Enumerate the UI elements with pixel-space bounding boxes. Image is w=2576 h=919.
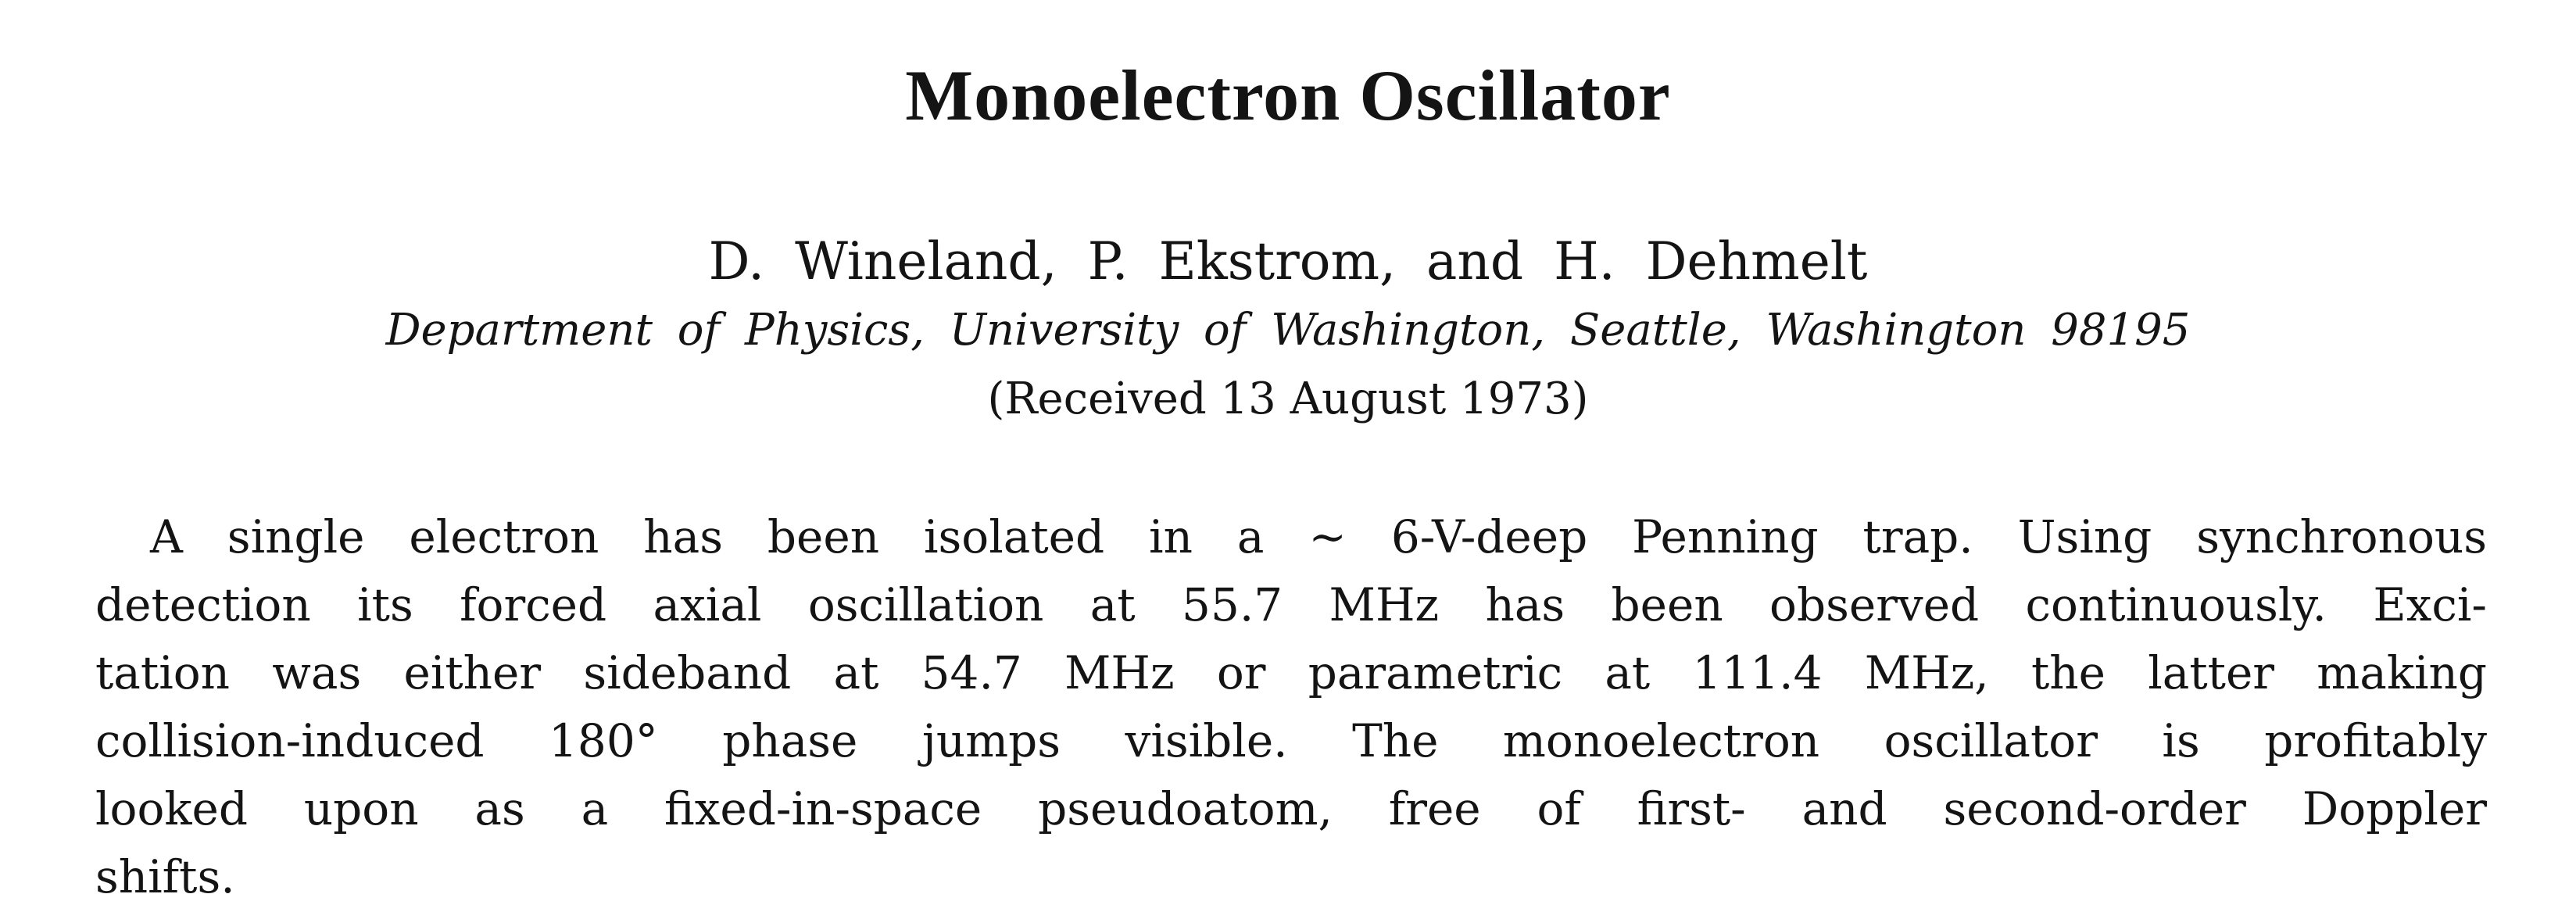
abstract-line-1: A single electron has been isolated in a…	[150, 510, 2487, 563]
abstract-line-5: looked upon as a fixed-in-space pseudoat…	[95, 782, 2487, 835]
paper-title: Monoelectron Oscillator	[905, 55, 1671, 135]
received-date: (Received 13 August 1973)	[987, 374, 1589, 424]
author-affiliation: Department of Physics, University of Was…	[385, 305, 2191, 356]
abstract: A single electron has been isolated in a…	[95, 503, 2487, 911]
abstract-line-4: collision-induced 180° phase jumps visib…	[95, 714, 2487, 767]
abstract-line-2: detection its forced axial oscillation a…	[95, 578, 2487, 631]
author-list: D. Wineland, P. Ekstrom, and H. Dehmelt	[708, 231, 1868, 291]
abstract-line-6: shifts.	[95, 850, 235, 903]
abstract-line-3: tation was either sideband at 54.7 MHz o…	[95, 646, 2487, 699]
